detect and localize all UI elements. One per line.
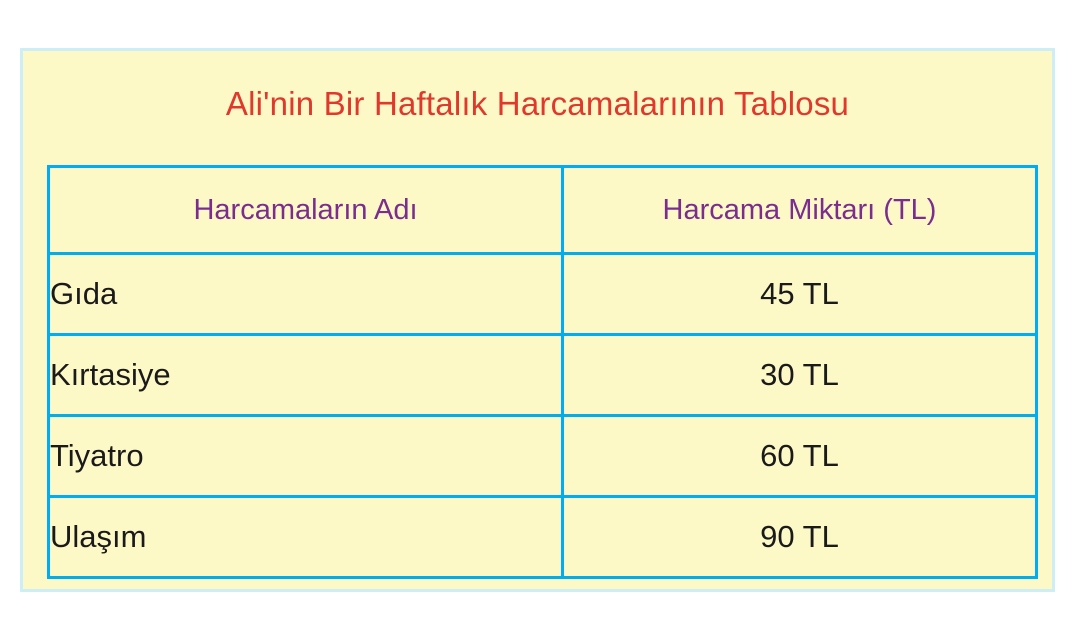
cell-expense-name: Gıda [47, 252, 564, 336]
expenses-table: Harcamaların Adı Harcama Miktarı (TL) Gı… [47, 165, 1038, 579]
expenses-table-container: Harcamaların Adı Harcama Miktarı (TL) Gı… [47, 165, 1038, 579]
cell-expense-name: Tiyatro [47, 414, 564, 498]
cell-expense-amount: 45 TL [561, 252, 1038, 336]
column-header-expense-amount: Harcama Miktarı (TL) [561, 165, 1038, 255]
cell-expense-amount: 30 TL [561, 333, 1038, 417]
page-title: Ali'nin Bir Haftalık Harcamalarının Tabl… [225, 85, 850, 122]
content-panel: Ali'nin Bir Haftalık Harcamalarının Tabl… [20, 48, 1055, 592]
table-row: Ulaşım 90 TL [47, 495, 1038, 579]
table-row: Tiyatro 60 TL [47, 414, 1038, 498]
table-row: Gıda 45 TL [47, 252, 1038, 336]
cell-expense-amount: 60 TL [561, 414, 1038, 498]
cell-expense-amount: 90 TL [561, 495, 1038, 579]
cell-expense-name: Ulaşım [47, 495, 564, 579]
table-header-row: Harcamaların Adı Harcama Miktarı (TL) [47, 165, 1038, 255]
cell-expense-name: Kırtasiye [47, 333, 564, 417]
table-row: Kırtasiye 30 TL [47, 333, 1038, 417]
column-header-expense-name: Harcamaların Adı [47, 165, 564, 255]
